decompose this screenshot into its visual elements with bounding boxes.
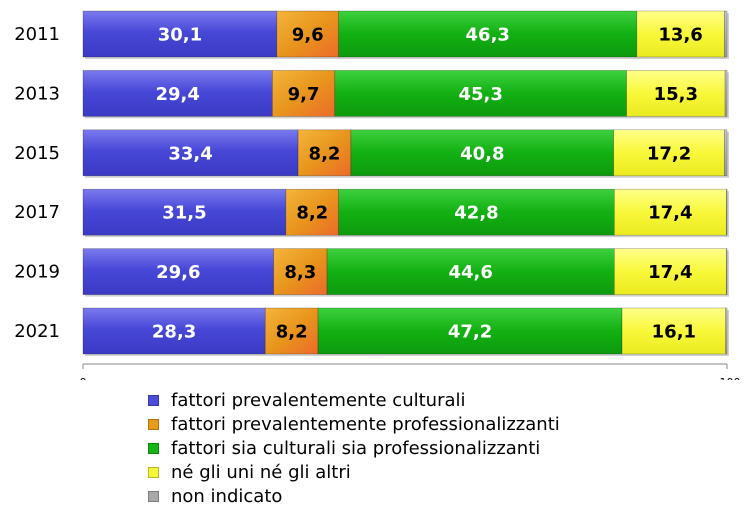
bar-non-indicato-2015 <box>724 129 728 177</box>
category-label-2019: 2019 <box>14 262 60 283</box>
bar-entrambi-2013 <box>334 70 627 117</box>
bar-professionalizzanti-2021 <box>264 307 319 355</box>
data-label-nessuno-2017: 17,4 <box>648 203 692 224</box>
bar-entrambi-2015 <box>350 129 614 177</box>
data-label-nessuno-2015: 17,2 <box>647 143 691 164</box>
bar-non-indicato-2021 <box>725 307 728 355</box>
bar-non-indicato-2017 <box>726 188 728 236</box>
data-label-entrambi-2013: 45,3 <box>458 84 502 105</box>
bar-non-indicato-2019 <box>726 248 728 295</box>
legend-swatch-non-indicato <box>148 490 159 502</box>
data-label-culturali-2017: 31,5 <box>162 203 206 224</box>
category-label-2021: 2021 <box>14 321 60 342</box>
bar-professionalizzanti-2013 <box>272 70 336 117</box>
data-label-nessuno-2011: 13,6 <box>658 25 702 46</box>
bar-entrambi-2019 <box>326 248 615 295</box>
data-label-professionalizzanti-2015: 8,2 <box>309 143 341 164</box>
bar-culturali-2019 <box>82 248 274 295</box>
data-label-entrambi-2021: 47,2 <box>448 322 492 343</box>
category-label-2011: 2011 <box>14 24 60 45</box>
data-label-nessuno-2019: 17,4 <box>648 262 692 283</box>
legend-label: non indicato <box>171 485 283 507</box>
data-label-culturali-2015: 33,4 <box>168 143 212 164</box>
bar-non-indicato-2011 <box>724 10 728 58</box>
legend-item-non-indicato: non indicato <box>148 484 560 508</box>
legend-item-culturali: fattori prevalentemente culturali <box>148 388 560 412</box>
data-label-professionalizzanti-2021: 8,2 <box>276 322 308 343</box>
data-label-entrambi-2019: 44,6 <box>448 262 492 283</box>
bar-professionalizzanti-2015 <box>297 129 352 177</box>
x-tick-label-0: 0 <box>80 376 87 380</box>
legend-label: né gli uni né gli altri <box>171 461 351 483</box>
data-label-entrambi-2011: 46,3 <box>466 25 510 46</box>
legend-item-entrambi: fattori sia culturali sia professionaliz… <box>148 436 560 460</box>
legend-swatch-entrambi <box>148 442 159 454</box>
legend-swatch-professionalizzanti <box>148 418 159 430</box>
data-label-nessuno-2021: 16,1 <box>652 322 696 343</box>
bar-culturali-2021 <box>82 307 266 355</box>
data-label-professionalizzanti-2017: 8,2 <box>296 203 328 224</box>
data-label-entrambi-2017: 42,8 <box>454 203 498 224</box>
category-label-2013: 2013 <box>14 83 60 104</box>
bar-nessuno-2019 <box>613 248 727 295</box>
x-tick-label-100: 100 <box>720 376 741 380</box>
bar-culturali-2017 <box>82 188 287 236</box>
bar-entrambi-2011 <box>338 10 638 58</box>
data-label-culturali-2013: 29,4 <box>155 84 199 105</box>
bar-professionalizzanti-2019 <box>273 248 328 295</box>
legend: fattori prevalentemente culturali fattor… <box>148 388 560 508</box>
bar-culturali-2015 <box>82 129 299 177</box>
legend-item-professionalizzanti: fattori prevalentemente professionalizza… <box>148 412 560 436</box>
data-label-culturali-2021: 28,3 <box>152 322 196 343</box>
data-label-professionalizzanti-2019: 8,3 <box>284 262 316 283</box>
bar-nessuno-2017 <box>613 188 727 236</box>
bar-professionalizzanti-2011 <box>276 10 339 58</box>
data-label-professionalizzanti-2011: 9,6 <box>292 25 324 46</box>
x-axis: 0 100 <box>80 363 741 380</box>
bar-professionalizzanti-2017 <box>285 188 339 236</box>
legend-swatch-culturali <box>148 394 159 406</box>
legend-item-nessuno: né gli uni né gli altri <box>148 460 560 484</box>
bar-culturali-2011 <box>82 10 278 58</box>
bar-nessuno-2011 <box>636 10 725 58</box>
data-label-entrambi-2015: 40,8 <box>460 143 504 164</box>
legend-swatch-nessuno <box>148 466 159 478</box>
bar-entrambi-2017 <box>338 188 615 236</box>
stacked-bar-chart: 2011 30,1 9,6 46,3 13,6 2013 29,4 9,7 45,3 15,3 20… <box>14 10 741 380</box>
bar-nessuno-2021 <box>621 307 727 355</box>
bar-entrambi-2021 <box>317 307 623 355</box>
category-label-2017: 2017 <box>14 202 60 223</box>
bar-non-indicato-2013 <box>724 70 728 117</box>
legend-label: fattori prevalentemente professionalizza… <box>171 413 560 435</box>
bar-nessuno-2013 <box>626 70 726 117</box>
data-label-professionalizzanti-2013: 9,7 <box>288 84 320 105</box>
data-label-nessuno-2013: 15,3 <box>654 84 698 105</box>
bar-culturali-2013 <box>82 70 273 117</box>
data-label-culturali-2011: 30,1 <box>158 25 202 46</box>
legend-label: fattori sia culturali sia professionaliz… <box>171 437 541 459</box>
category-label-2015: 2015 <box>14 143 60 164</box>
data-label-culturali-2019: 29,6 <box>156 262 200 283</box>
legend-label: fattori prevalentemente culturali <box>171 389 466 411</box>
